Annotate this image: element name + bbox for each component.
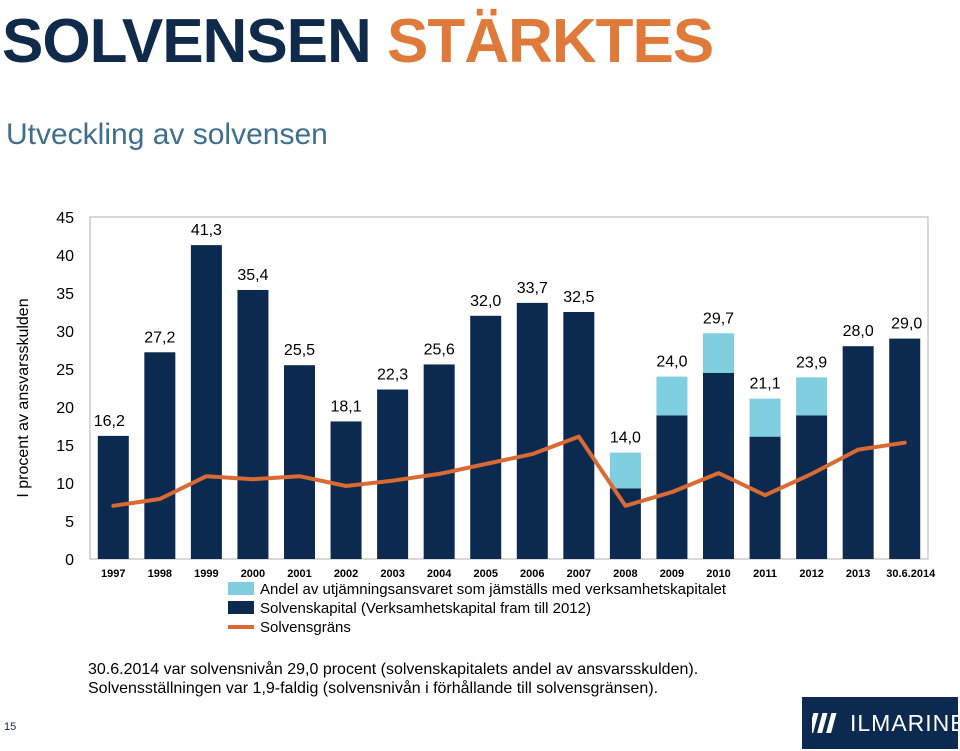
line-group [111,434,907,508]
value-label-2011: 21,1 [749,376,780,393]
bar-solvenskapital-1997 [97,435,129,559]
x-tick-label: 1999 [194,568,218,580]
value-label-2003: 22,3 [377,367,408,384]
value-label-1997: 16,2 [94,413,125,430]
ilmarinen-logo: ILMARINEN [802,697,960,749]
value-label-2009: 24,0 [656,354,687,371]
page-number: 15 [4,721,17,733]
value-label-2005: 32,0 [470,293,501,310]
legend-label: Andel av utjämningsansvaret som jämställ… [260,581,727,598]
legend-swatch [228,601,254,614]
x-tick-label: 2004 [427,568,452,580]
bars-group [97,245,921,559]
value-labels: 16,2 27,2 41,3 35,4 25,5 18,1 22,3 25,6 32,0 33,7… [94,222,923,446]
x-tick-label: 2008 [613,568,637,580]
legend-label: Solvensgräns [260,619,351,636]
x-tick-label: 30.6.2014 [886,568,936,580]
solvensgrans-line [111,434,907,508]
value-label-2012: 23,9 [796,354,827,371]
y-tick-label: 35 [56,286,74,303]
solvency-chart: 0 5 10 15 20 25 30 35 40 45 I procent av ansvarssk… [15,210,936,636]
chart-subtitle: Utveckling av solvensen [6,118,328,151]
y-tick-label: 40 [56,248,74,265]
bar-utjamning-2010 [703,333,734,373]
value-label-2000: 35,4 [237,267,268,284]
y-tick-label: 5 [65,514,74,531]
bar-utjamning-2012 [796,377,828,416]
value-label-1998: 27,2 [144,329,175,346]
bar-utjamning-2011 [749,398,781,437]
legend-label: Solvenskapital (Verksamhetskapital fram … [260,600,591,617]
bar-solvenskapital-2010 [703,372,734,559]
x-tick-label: 2012 [799,568,823,580]
bar-solvenskapital-2006 [516,302,548,559]
x-tick-label: 2005 [473,568,497,580]
y-tick-label: 25 [56,362,74,379]
y-tick-label: 20 [56,400,74,417]
bar-solvenskapital-2004 [423,364,455,559]
value-label-2013: 28,0 [843,323,874,340]
bar-solvenskapital-1999 [190,245,222,559]
x-tick-label: 2010 [706,568,730,580]
note-line-2: Solvensställningen var 1,9-faldig (solve… [88,680,659,697]
x-tick-label: 2011 [753,568,777,580]
x-tick-label: 2009 [660,568,684,580]
title-part-1: SOLVENSEN [2,7,372,76]
logo-mark-icon [812,713,837,733]
y-tick-label: 30 [56,324,74,341]
bar-solvenskapital-2013 [842,346,874,559]
x-tick-label: 2000 [241,568,265,580]
x-tick-label: 1998 [148,568,172,580]
x-tick-label: 2006 [520,568,544,580]
logo-text: ILMARINEN [850,710,960,736]
bar-solvenskapital-30.6.2014 [889,338,921,559]
value-label-30.6.2014: 29,0 [891,316,922,333]
plot-frame [89,216,929,560]
value-label-2008: 14,0 [610,430,641,447]
bar-solvenskapital-2002 [330,421,362,559]
value-label-2007: 32,5 [563,289,594,306]
y-tick-label: 45 [56,210,74,227]
value-label-2006: 33,7 [517,280,548,297]
bar-solvenskapital-1998 [144,352,176,559]
y-tick-label: 15 [56,438,74,455]
bar-solvenskapital-2003 [377,389,409,559]
value-label-2010: 29,7 [703,310,734,327]
y-axis-title: I procent av ansvarsskulden [15,298,32,497]
value-label-2002: 18,1 [330,398,361,415]
value-label-2001: 25,5 [284,342,315,359]
x-tick-label: 1997 [101,568,125,580]
bar-utjamning-2009 [656,376,688,416]
bar-solvenskapital-2011 [749,436,781,559]
value-label-1999: 41,3 [191,222,222,239]
y-axis: 0 5 10 15 20 25 30 35 40 45 I procent av ansvarssk… [15,210,929,569]
x-tick-label: 2013 [846,568,870,580]
bar-solvenskapital-2000 [237,289,269,559]
y-tick-label: 0 [65,552,74,569]
slide-title: SOLVENSEN STÄRKTES [2,6,714,77]
x-tick-label: 2007 [567,568,591,580]
x-tick-label: 2001 [287,568,311,580]
bar-solvenskapital-2001 [284,365,315,559]
bar-solvenskapital-2005 [470,315,502,559]
note-line-1: 30.6.2014 var solvensnivån 29,0 procent … [88,661,699,678]
title-part-2: STÄRKTES [387,7,714,76]
value-label-2004: 25,6 [424,341,455,358]
bar-utjamning-2008 [609,452,641,489]
legend-swatch [228,582,254,595]
bar-solvenskapital-2012 [796,415,828,559]
x-axis: 1997 1998 1999 2000 2001 2002 2003 2004 2005 2006… [101,568,936,580]
x-tick-label: 2002 [334,568,358,580]
bar-solvenskapital-2008 [609,488,641,559]
x-tick-label: 2003 [380,568,404,580]
summary-note: 30.6.2014 var solvensnivån 29,0 procent … [88,660,698,698]
legend: Andel av utjämningsansvaret som jämställ… [228,581,727,636]
y-tick-label: 10 [56,476,74,493]
